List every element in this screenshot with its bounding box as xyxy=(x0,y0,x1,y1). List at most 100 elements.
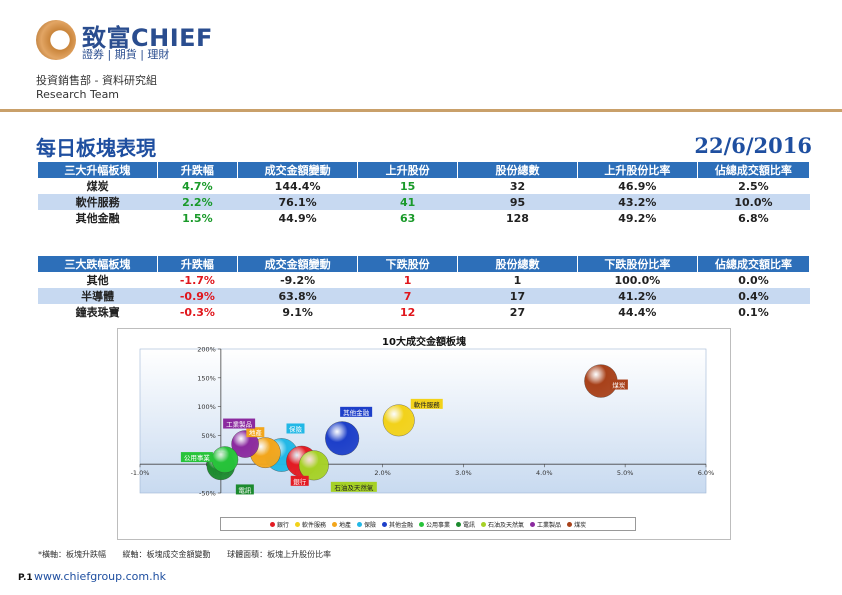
legend-item: 保險 xyxy=(356,520,376,529)
data-label-box xyxy=(286,423,305,434)
data-label-box xyxy=(410,398,443,409)
data-label-box xyxy=(290,475,309,486)
table-cell: 煤炭 xyxy=(86,180,109,193)
table-header-row: 三大升幅板塊 升跌幅 成交金額變動 上升股份 股份總數 上升股份比率 佔總成交額比率 xyxy=(38,162,811,178)
legend-label: 軟件服務 xyxy=(301,521,326,529)
table-row: 軟件服務 2.2% 76.1% 41 95 43.2% 10.0% xyxy=(38,194,810,210)
legend-label: 其他金融 xyxy=(388,521,413,529)
table-cell: 12 xyxy=(399,305,416,319)
table-cell: 0.4% xyxy=(697,288,810,304)
legend-item: 電訊 xyxy=(456,520,475,529)
y-tick-label: 100% xyxy=(197,403,216,411)
column-header: 升跌幅 xyxy=(157,162,239,178)
data-label-box xyxy=(609,379,628,390)
x-tick-label: 2.0% xyxy=(374,469,391,477)
chart-legend: 銀行 軟件服務 地產 保險 其他金融 公用事業 電訊 石油及天然氣 工業製品 煤炭 xyxy=(220,517,636,531)
data-label: 煤炭 xyxy=(612,381,626,390)
legend-label: 銀行 xyxy=(276,521,289,529)
y-tick-label: 50% xyxy=(201,432,215,440)
footnote-x-axis: *橫軸：板塊升跌幅 xyxy=(38,550,106,559)
legend-swatch-icon xyxy=(481,521,487,527)
table-cell: -1.7% xyxy=(179,273,215,287)
legend-swatch-icon xyxy=(331,521,337,527)
legend-label: 保險 xyxy=(363,521,376,529)
legend-item: 銀行 xyxy=(269,520,289,529)
table-cell: 7 xyxy=(357,288,458,304)
column-header: 成交金額變動 xyxy=(237,256,359,272)
y-tick-label: -50% xyxy=(199,490,216,498)
data-label: 地產 xyxy=(249,428,262,437)
column-header: 上升股份 xyxy=(357,162,459,178)
table-row: 其他 -1.7% -9.2% 1 1 100.0% 0.0% xyxy=(38,272,810,288)
legend-item: 公用事業 xyxy=(419,520,450,529)
chart-title: 10大成交金額板塊 xyxy=(382,337,466,348)
table-cell: 144.4% xyxy=(274,179,321,193)
company-logo: 致富CHIEF 證券 | 期貨 | 理財 xyxy=(36,18,246,66)
y-tick-label: 150% xyxy=(197,374,216,382)
table-row: 其他金融 1.5% 44.9% 63 128 49.2% 6.8% xyxy=(38,210,810,226)
legend-label: 煤炭 xyxy=(574,521,587,529)
table-cell: 27 xyxy=(509,305,526,319)
legend-swatch-icon xyxy=(419,521,424,527)
column-header: 股份總數 xyxy=(457,162,578,178)
x-tick-label: 4.0% xyxy=(536,469,553,477)
column-header: 股份總數 xyxy=(457,256,578,272)
table-cell: 1 xyxy=(513,273,522,287)
table-cell: 128 xyxy=(505,211,529,225)
legend-item: 地產 xyxy=(331,520,351,529)
bubble-point xyxy=(382,404,415,437)
table-cell: 4.7% xyxy=(182,179,213,193)
table-row: 鐘表珠寶 -0.3% 9.1% 12 27 44.4% 0.1% xyxy=(38,304,810,320)
table-cell: 軟件服務 xyxy=(38,194,158,210)
column-header: 佔總成交額比率 xyxy=(697,162,811,178)
data-label: 電訊 xyxy=(238,485,252,494)
legend-swatch-icon xyxy=(530,521,536,527)
x-tick-label: 6.0% xyxy=(698,469,715,477)
team-name: Research Team xyxy=(36,88,120,101)
legend-swatch-icon xyxy=(269,521,275,527)
legend-label: 公用事業 xyxy=(426,521,451,529)
column-header: 上升股份比率 xyxy=(577,162,698,178)
legend-label: 電訊 xyxy=(463,521,476,529)
website-link[interactable]: www.chiefgroup.com.hk xyxy=(34,570,166,583)
legend-item: 軟件服務 xyxy=(294,520,326,529)
table-cell: 95 xyxy=(457,194,578,210)
table-cell: 43.2% xyxy=(577,194,698,210)
table-cell: 9.1% xyxy=(282,305,313,319)
table-cell: 17 xyxy=(457,288,578,304)
department-name: 投資銷售部 - 資料研究組 xyxy=(36,74,157,87)
table-row: 煤炭 4.7% 144.4% 15 32 46.9% 2.5% xyxy=(38,178,810,194)
table-cell: 6.8% xyxy=(738,211,769,225)
table-cell: 63 xyxy=(399,211,416,225)
column-header: 三大跌幅板塊 xyxy=(38,256,158,272)
y-tick-label: 200% xyxy=(197,346,216,354)
data-label-box xyxy=(340,406,373,417)
table-cell: 41.2% xyxy=(577,288,698,304)
report-date: 22/6/2016 xyxy=(694,133,812,158)
column-header: 成交金額變動 xyxy=(237,162,359,178)
footnote-bubble: 球體面積：板塊上升股份比率 xyxy=(227,550,332,559)
table-cell: 1.5% xyxy=(182,211,213,225)
bubble-point xyxy=(231,430,259,458)
data-label: 石油及天然氣 xyxy=(334,483,374,492)
data-label: 其他金融 xyxy=(343,408,370,417)
footnote-y-axis: 縱軸：板塊成交金額變動 xyxy=(122,550,211,559)
logo-tagline: 證券 | 期貨 | 理財 xyxy=(82,48,170,61)
bubble-chart: 10大成交金額板塊 -1.0%0.0%1.0%2.0%3.0%4.0%5.0%6… xyxy=(117,328,731,540)
table-cell: 49.2% xyxy=(618,211,657,225)
data-label-box xyxy=(223,418,256,429)
data-label: 銀行 xyxy=(293,477,307,486)
table-cell: 100.0% xyxy=(614,273,661,287)
data-label-box xyxy=(235,484,254,495)
table-cell: -0.3% xyxy=(179,305,215,319)
column-header: 下跌股份 xyxy=(357,256,459,272)
table-cell: 76.1% xyxy=(237,194,358,210)
table-cell: 其他 xyxy=(86,274,109,287)
logo-name: 致富CHIEF xyxy=(82,24,213,52)
legend-swatch-icon xyxy=(356,521,362,527)
table-header-row: 三大跌幅板塊 升跌幅 成交金額變動 下跌股份 股份總數 下跌股份比率 佔總成交額比率 xyxy=(38,256,811,272)
table-cell: 0.0% xyxy=(738,273,769,287)
column-header: 升跌幅 xyxy=(157,256,239,272)
data-label: 保險 xyxy=(289,424,303,433)
page-number: P.1 xyxy=(18,573,33,583)
